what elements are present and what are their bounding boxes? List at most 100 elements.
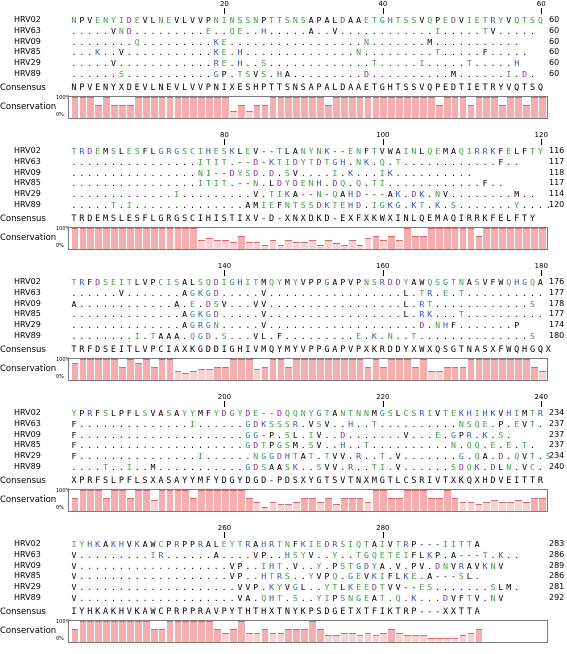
- residue: G: [205, 309, 211, 320]
- residue: T: [482, 25, 488, 36]
- conservation-bar: [150, 500, 158, 511]
- residue: E: [490, 440, 496, 451]
- residue: .: [324, 25, 330, 36]
- residue: K: [419, 189, 425, 200]
- residue: E: [245, 146, 251, 156]
- residue: .: [395, 167, 401, 178]
- sequence-name: HRV09: [14, 560, 41, 570]
- consensus-residue: N: [292, 82, 298, 93]
- residue: .: [110, 178, 116, 189]
- residue: .: [110, 593, 116, 603]
- residue: .: [356, 69, 362, 79]
- consensus-residue: L: [182, 82, 188, 93]
- consensus-residue: Y: [229, 606, 235, 617]
- residue: .: [182, 36, 188, 47]
- residue-count: 281: [549, 582, 565, 592]
- residue: .: [340, 418, 346, 429]
- residue: V: [522, 418, 528, 429]
- residue: .: [356, 418, 362, 429]
- residue: .: [474, 320, 480, 331]
- residue: .: [427, 178, 433, 189]
- residue: .: [158, 571, 164, 582]
- residue: I: [174, 189, 180, 200]
- conservation-bar: [285, 628, 293, 642]
- residue: .: [300, 440, 306, 451]
- residue: .: [450, 451, 456, 462]
- conservation-bar: [261, 628, 269, 642]
- residue: .: [166, 47, 172, 58]
- residue: .: [474, 582, 480, 593]
- consensus-residue: Q: [537, 344, 543, 355]
- residue: T: [292, 200, 298, 210]
- residue: E: [506, 440, 512, 451]
- consensus-residue: D: [450, 82, 457, 93]
- residue: .: [514, 287, 520, 298]
- consensus-residue: X: [300, 213, 306, 224]
- residue: A: [166, 331, 172, 341]
- conservation-bar: [332, 358, 340, 380]
- residue: V: [221, 298, 227, 309]
- residue: .: [134, 320, 140, 331]
- conservation-bar: [325, 240, 332, 249]
- consensus-residue: X: [269, 606, 275, 617]
- residue: .: [379, 25, 385, 36]
- conservation-bar: [412, 235, 419, 249]
- residue: .: [443, 429, 449, 440]
- consensus-residue: V: [142, 82, 148, 93]
- residue: .: [87, 462, 93, 472]
- residue: .: [450, 298, 456, 309]
- conservation-bar: [142, 96, 150, 118]
- residue: .: [403, 36, 409, 47]
- residue: .: [237, 287, 243, 298]
- residue: .: [450, 178, 456, 189]
- sequence-name: HRV89: [14, 200, 41, 209]
- residue: .: [427, 418, 433, 429]
- residue: Q: [371, 549, 377, 560]
- consensus-residue: X: [363, 344, 370, 355]
- residue: .: [134, 429, 140, 440]
- consensus-residue: I: [118, 344, 124, 355]
- residue: -: [237, 156, 243, 167]
- consensus-residue: Y: [403, 344, 409, 355]
- ruler-number: 180: [534, 262, 548, 270]
- residue: .: [482, 331, 488, 341]
- residue: .: [245, 309, 251, 320]
- residue: .: [443, 178, 449, 189]
- residue: .: [190, 58, 196, 69]
- residue: V: [498, 560, 504, 571]
- conservation-bar: [142, 358, 150, 380]
- residue: .: [506, 451, 512, 462]
- residue: M: [427, 36, 433, 47]
- residue: .: [245, 36, 251, 47]
- residue: .: [126, 156, 132, 167]
- residue: R: [474, 146, 480, 156]
- residue: .: [158, 58, 164, 69]
- consensus-residue: P: [308, 344, 314, 355]
- residue: .: [205, 189, 211, 200]
- residue: .: [514, 36, 520, 47]
- residue: .: [371, 47, 377, 58]
- residue: .: [166, 440, 172, 451]
- conservation-bar: [79, 96, 87, 118]
- residue: K: [348, 582, 354, 593]
- residue: .: [174, 167, 180, 178]
- consensus-residue: L: [134, 344, 140, 355]
- consensus-residue: T: [269, 82, 275, 93]
- residue: .: [395, 69, 401, 79]
- residue: .: [103, 189, 109, 200]
- conservation-histogram: [68, 619, 548, 643]
- consensus-residue: P: [166, 606, 172, 617]
- residue: I: [403, 549, 409, 560]
- residue: .: [95, 331, 101, 341]
- residue: .: [490, 298, 496, 309]
- residue: .: [158, 69, 164, 79]
- residue: .: [371, 451, 377, 462]
- consensus-residue: K: [387, 606, 393, 617]
- residue: .: [253, 47, 259, 58]
- residue: D: [245, 408, 251, 418]
- residue: .: [443, 200, 449, 210]
- consensus-residue: T: [466, 606, 472, 617]
- residue: .: [269, 298, 275, 309]
- consensus-residue: D: [126, 82, 132, 93]
